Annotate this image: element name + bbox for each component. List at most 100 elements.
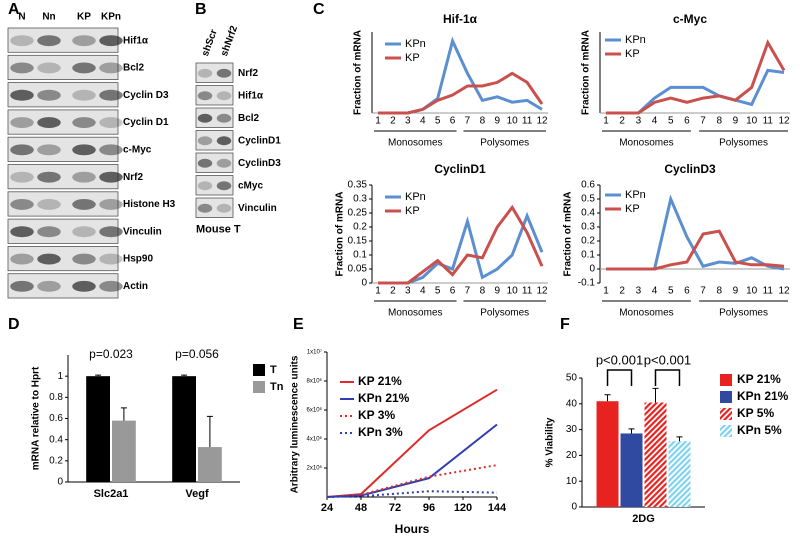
y-tick-label: 0 xyxy=(57,477,63,488)
x-tick-label: 120 xyxy=(454,502,472,514)
y-tick-label: 0.15 xyxy=(348,236,368,247)
bar xyxy=(198,447,222,482)
x-tick-label: 8 xyxy=(480,286,486,297)
legend-label: KP xyxy=(405,52,420,64)
series-line xyxy=(326,423,498,498)
lane-label: KP xyxy=(77,12,91,23)
blot-band xyxy=(197,113,213,123)
x-tick-label: Slc2a1 xyxy=(94,488,129,500)
lane-label: N xyxy=(18,12,25,23)
y-tick-label: -0.1 xyxy=(578,278,596,289)
y-tick-label: 30 xyxy=(566,424,578,435)
blot-band xyxy=(99,171,123,183)
legend-label: KP 21% xyxy=(358,374,402,388)
blot-band xyxy=(216,91,232,101)
error-bar xyxy=(181,374,188,377)
blot-band xyxy=(72,253,96,265)
blot-band xyxy=(99,89,123,101)
y-tick-label: 0.6 xyxy=(581,180,595,191)
x-tick-label: 4 xyxy=(652,286,658,297)
band-label: cMyc xyxy=(238,180,263,191)
x-tick-label: 12 xyxy=(778,116,790,127)
y-tick-label: 0.3 xyxy=(581,222,595,233)
band-label: Vinculin xyxy=(123,226,162,237)
panel-label: A xyxy=(8,1,20,18)
blot-band xyxy=(72,62,96,74)
error-bar xyxy=(206,415,213,448)
lane-label: KPn xyxy=(101,12,121,23)
p-value: p<0.001 xyxy=(596,352,643,367)
y-tick-label: 0.2 xyxy=(581,236,595,247)
x-tick-label: 8 xyxy=(716,286,722,297)
legend-label: KPn xyxy=(625,34,646,46)
x-tick-label: 5 xyxy=(435,116,441,127)
blot-band xyxy=(99,62,123,74)
blot-band xyxy=(10,226,34,238)
x-tick-label: 8 xyxy=(480,116,486,127)
lane-label: shScr xyxy=(200,28,220,58)
x-tick-label: 10 xyxy=(746,286,758,297)
x-tick-label: 7 xyxy=(465,116,471,127)
legend-label: KP xyxy=(405,205,420,217)
legend-swatch xyxy=(720,408,732,420)
y-tick-label: 0.1 xyxy=(581,250,595,261)
x-tick-label: 2 xyxy=(390,286,396,297)
blot-band xyxy=(10,144,34,156)
x-tick-label: 10 xyxy=(507,116,519,127)
y-tick-label: 0.5 xyxy=(581,194,595,205)
legend-swatch xyxy=(253,381,265,393)
x-tick-label: 9 xyxy=(733,286,739,297)
x-tick-label: 2 xyxy=(619,116,625,127)
blot-band xyxy=(10,62,34,74)
group-label: Monosomes xyxy=(619,308,673,319)
y-axis-label: Fraction of mRNA xyxy=(353,30,364,115)
blot-band xyxy=(99,226,123,238)
blot-band xyxy=(10,253,34,265)
x-tick-label: 7 xyxy=(465,286,471,297)
x-tick-label: 1 xyxy=(603,286,609,297)
chart-title: c-Myc xyxy=(673,12,707,26)
blot-band xyxy=(99,253,123,265)
bar xyxy=(172,376,196,482)
panel-label: E xyxy=(293,316,304,333)
blot-band xyxy=(37,35,61,47)
legend-label: KPn 21% xyxy=(358,391,410,405)
legend-label: Tn xyxy=(270,381,284,393)
series-line xyxy=(606,68,785,115)
blot-band xyxy=(37,226,61,238)
x-tick-label: 12 xyxy=(536,286,548,297)
group-label: Polysomes xyxy=(480,138,529,149)
blot-band xyxy=(10,35,34,47)
x-tick-label: 48 xyxy=(355,502,367,514)
legend-label: KPn xyxy=(405,191,426,203)
blot-band xyxy=(197,158,213,168)
x-tick-label: 2 xyxy=(390,116,396,127)
x-tick-label: 6 xyxy=(684,116,690,127)
y-tick-label: 0.3 xyxy=(353,194,367,205)
band-label: Actin xyxy=(123,281,148,292)
legend-swatch xyxy=(720,391,732,403)
y-tick-label: 20 xyxy=(566,450,578,461)
panel-label: F xyxy=(560,316,570,333)
x-tick-label: 6 xyxy=(450,286,456,297)
band-label: Cyclin D3 xyxy=(123,90,169,101)
y-tick-label: 0.25 xyxy=(348,208,368,219)
blot-band xyxy=(197,181,213,191)
y-tick-label: 0 xyxy=(361,278,367,289)
x-tick-label: 5 xyxy=(668,286,674,297)
x-tick-label: 2 xyxy=(619,286,625,297)
band-label: CyclinD1 xyxy=(238,135,281,146)
blot-band xyxy=(99,280,123,292)
x-tick-label: 10 xyxy=(507,286,519,297)
blot-band xyxy=(72,117,96,129)
blot-band xyxy=(99,35,123,47)
blot-strip xyxy=(7,191,119,217)
x-tick-label: 1 xyxy=(603,116,609,127)
y-tick-label: 0.2 xyxy=(49,455,63,466)
blot-band xyxy=(197,91,213,101)
legend-swatch xyxy=(720,374,732,386)
y-tick-label: 0.1 xyxy=(353,250,367,261)
y-axis-label: Arbitrary luminescence units xyxy=(290,355,301,493)
x-tick-label: 11 xyxy=(522,286,533,297)
blot-band xyxy=(216,181,232,191)
